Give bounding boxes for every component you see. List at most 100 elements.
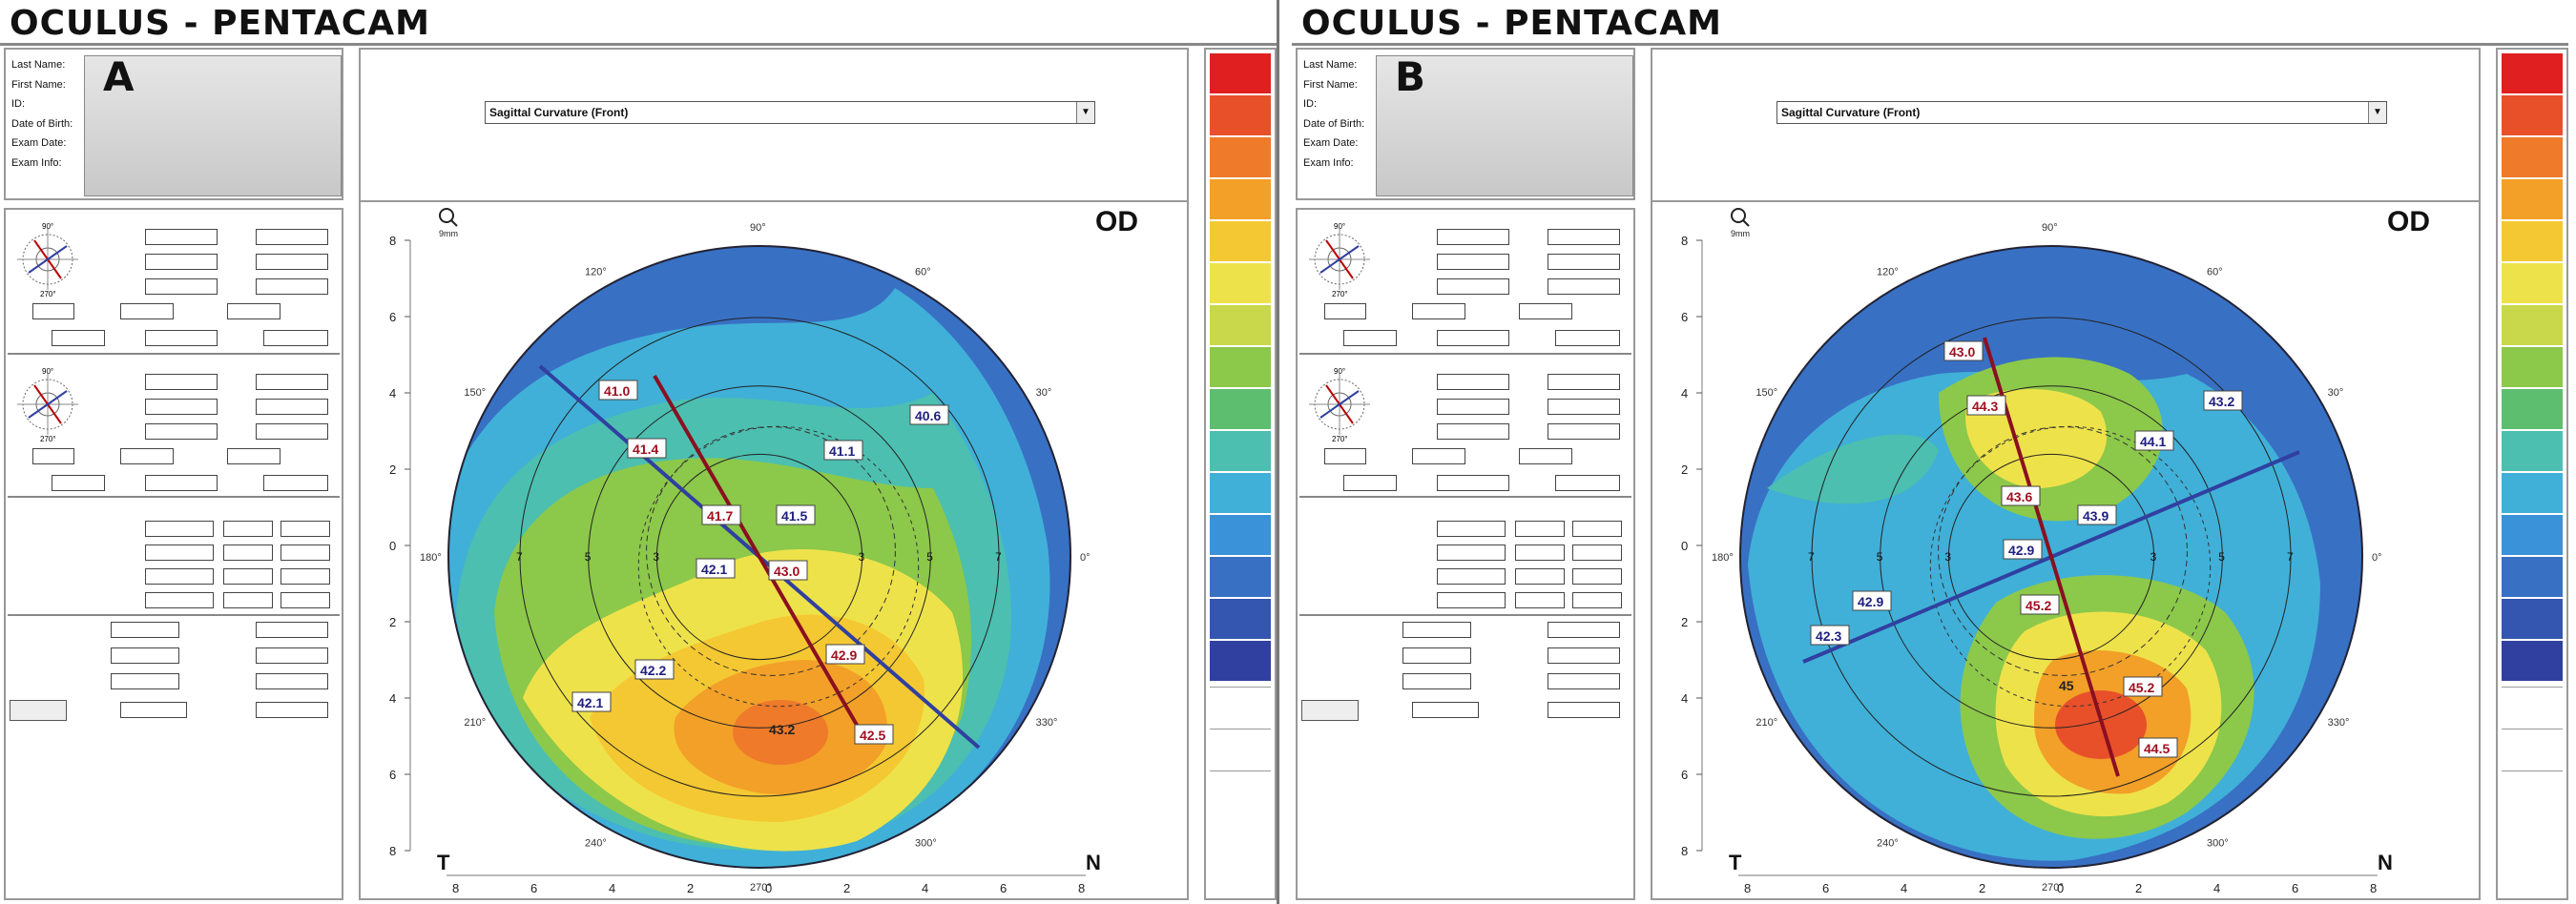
ring-label: 7 (2287, 550, 2294, 564)
scale-rel-button[interactable] (1210, 770, 1271, 810)
lens-th-field[interactable] (1548, 702, 1620, 718)
y-tick-label: 8 (389, 234, 396, 248)
map-value-box (2001, 485, 2041, 506)
qs-field (1324, 303, 1366, 319)
map-type-select[interactable]: Sagittal Curvature (Front) ▼ (485, 101, 1095, 124)
iop-field[interactable] (120, 702, 187, 718)
zoom-icon-handle[interactable] (450, 219, 458, 227)
patient-info-box (84, 55, 342, 196)
panel-letter: B (1395, 53, 1426, 100)
scale-swatch (2502, 95, 2563, 136)
scale-mode-button[interactable] (1210, 729, 1271, 768)
value-field (1437, 399, 1509, 415)
map-value-box (854, 724, 894, 745)
thinnest-ring (637, 425, 920, 708)
y-tick-label: 8 (1681, 234, 1688, 248)
x-tick-label: 2 (1979, 881, 1985, 895)
panel-b: OCULUS - PENTACAM B Last Name: First Nam… (1292, 0, 2568, 904)
scale-swatch (1210, 431, 1271, 472)
value-field (256, 229, 328, 245)
pachy-value (145, 521, 214, 537)
y-tick-label: 2 (389, 615, 396, 629)
zoom-icon[interactable] (439, 208, 454, 223)
volume-value (1402, 673, 1471, 689)
chevron-down-icon[interactable]: ▼ (1076, 102, 1094, 123)
eye-label: OD (2387, 206, 2430, 237)
zoom-icon[interactable] (1731, 208, 1746, 223)
x-value (223, 521, 273, 537)
qval-field (52, 330, 105, 346)
title-bar: OCULUS - PENTACAM (1292, 0, 2568, 46)
x-tick-label: 8 (1078, 881, 1085, 895)
scale-swatch (2502, 221, 2563, 262)
x-value (1515, 544, 1565, 561)
map-value-label: 42.1 (701, 562, 727, 577)
angle-label: 30° (2328, 387, 2344, 399)
map-value-box (2077, 504, 2117, 525)
scale-swatch (2502, 515, 2563, 556)
id-label: ID: (1303, 98, 1318, 110)
scale-swatch (1210, 137, 1271, 178)
value-field (145, 278, 218, 295)
axis-field (1412, 448, 1465, 464)
zone-ring (1947, 453, 2155, 661)
ring-label: 5 (2218, 550, 2225, 564)
scale-swatch (1210, 53, 1271, 94)
first-name-label: First Name: (11, 78, 66, 91)
qval-field (52, 475, 105, 491)
zoom-icon-handle[interactable] (1742, 219, 1750, 227)
zoom-label: 9mm (439, 229, 458, 238)
scale-swatch (2502, 557, 2563, 598)
value-field (256, 254, 328, 270)
zone-ring (655, 453, 863, 661)
map-type-select[interactable]: Sagittal Curvature (Front) ▼ (1776, 101, 2387, 124)
map-value-label: 42.2 (640, 663, 666, 678)
map-value-box (768, 560, 808, 581)
x-value (223, 592, 273, 608)
axis-plot: 90° 270° (17, 222, 78, 298)
contour-band (733, 700, 828, 765)
map-value-box (2203, 390, 2243, 411)
zone-ring (588, 385, 931, 729)
patient-labels: Last Name: First Name: ID: Date of Birth… (11, 55, 73, 173)
volume-value (256, 673, 328, 689)
scale-swatch (2502, 263, 2563, 304)
x-tick-label: 4 (922, 881, 928, 895)
ring-label: 7 (1808, 550, 1815, 564)
lens-th-field[interactable] (256, 702, 328, 718)
rmin-field (263, 330, 328, 346)
axis-plot: 90° 270° (1309, 222, 1370, 298)
small-plot-label: 90° (42, 367, 53, 376)
volume-value (1402, 647, 1471, 664)
exam-date-label: Exam Date: (11, 137, 67, 149)
x-tick-label: 6 (1000, 881, 1007, 895)
curvature-map[interactable]: 7 5 3 3 5 743.044.343.643.244.143.942.945.242… (1652, 202, 2479, 898)
angle-label: 300° (2207, 838, 2229, 850)
last-name-label: Last Name: (11, 59, 66, 71)
iop-field[interactable] (1412, 702, 1479, 718)
enter-iop-button[interactable] (10, 700, 67, 721)
map-value-label: 44.5 (2144, 741, 2170, 756)
x-tick-label: 6 (530, 881, 537, 895)
enter-iop-button[interactable] (1301, 700, 1359, 721)
value-field (256, 278, 328, 295)
curvature-map[interactable]: 7 5 3 3 5 741.041.441.740.641.141.542.1 43.042… (361, 202, 1187, 898)
scale-swatch (2502, 431, 2563, 472)
volume-value (111, 622, 179, 638)
color-scale (2496, 48, 2568, 900)
panel-divider (1277, 0, 1292, 904)
chevron-down-icon[interactable]: ▼ (2368, 102, 2386, 123)
id-label: ID: (11, 98, 26, 110)
map-value-box (2020, 594, 2060, 615)
exam-info-label: Exam Info: (11, 156, 62, 169)
scale-rel-button[interactable] (2502, 770, 2563, 810)
angle-label: 300° (915, 838, 937, 850)
scale-mode-button[interactable] (2502, 729, 2563, 768)
temporal-label: T (1729, 851, 1742, 874)
rper-field (145, 330, 218, 346)
x-value (1515, 592, 1565, 608)
map-value-label: 42.9 (831, 647, 857, 663)
small-plot-label: 90° (42, 222, 53, 231)
angle-label: 0° (2372, 552, 2382, 564)
x-value (1515, 568, 1565, 585)
